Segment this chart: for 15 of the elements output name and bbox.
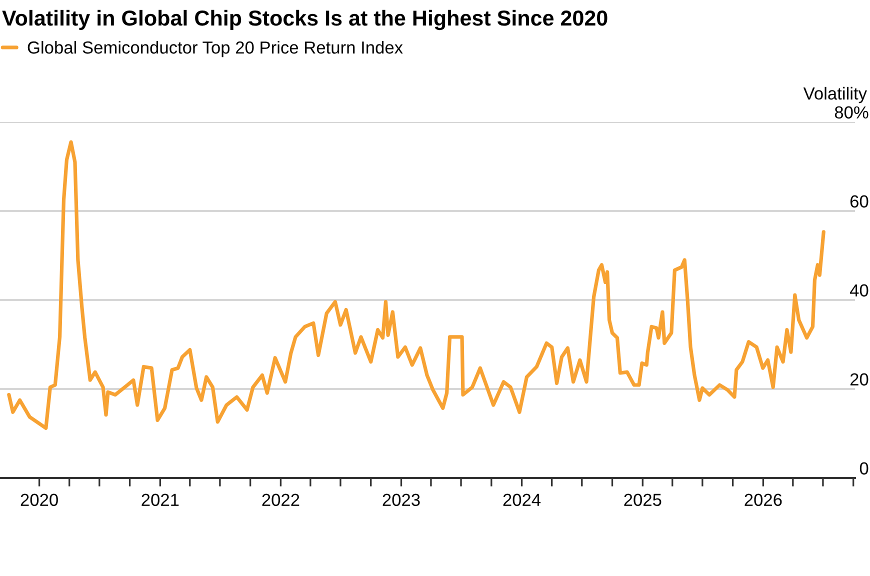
y-axis-title: Volatility	[803, 86, 867, 104]
x-tick-label: 2021	[142, 494, 179, 506]
x-tick-label: 2020	[20, 494, 58, 506]
y-tick-label: 60	[850, 195, 868, 208]
x-tick-label: 2024	[503, 494, 541, 506]
chart-title: Volatility in Global Chip Stocks Is at the Highest Since 2020	[2, 10, 608, 30]
x-tick-label: 2022	[262, 494, 300, 506]
y-tick-label: 20	[850, 373, 868, 386]
legend-label: Global Semiconductor Top 20 Price Return Index	[28, 40, 403, 58]
x-tick-label: 2023	[382, 494, 420, 506]
x-tick-label: 2026	[744, 494, 782, 506]
y-tick-label: 40	[850, 284, 868, 297]
x-tick-label: 2025	[624, 494, 662, 506]
y-tick-label: 0	[860, 462, 868, 475]
y-tick-label: 80%	[834, 106, 868, 119]
